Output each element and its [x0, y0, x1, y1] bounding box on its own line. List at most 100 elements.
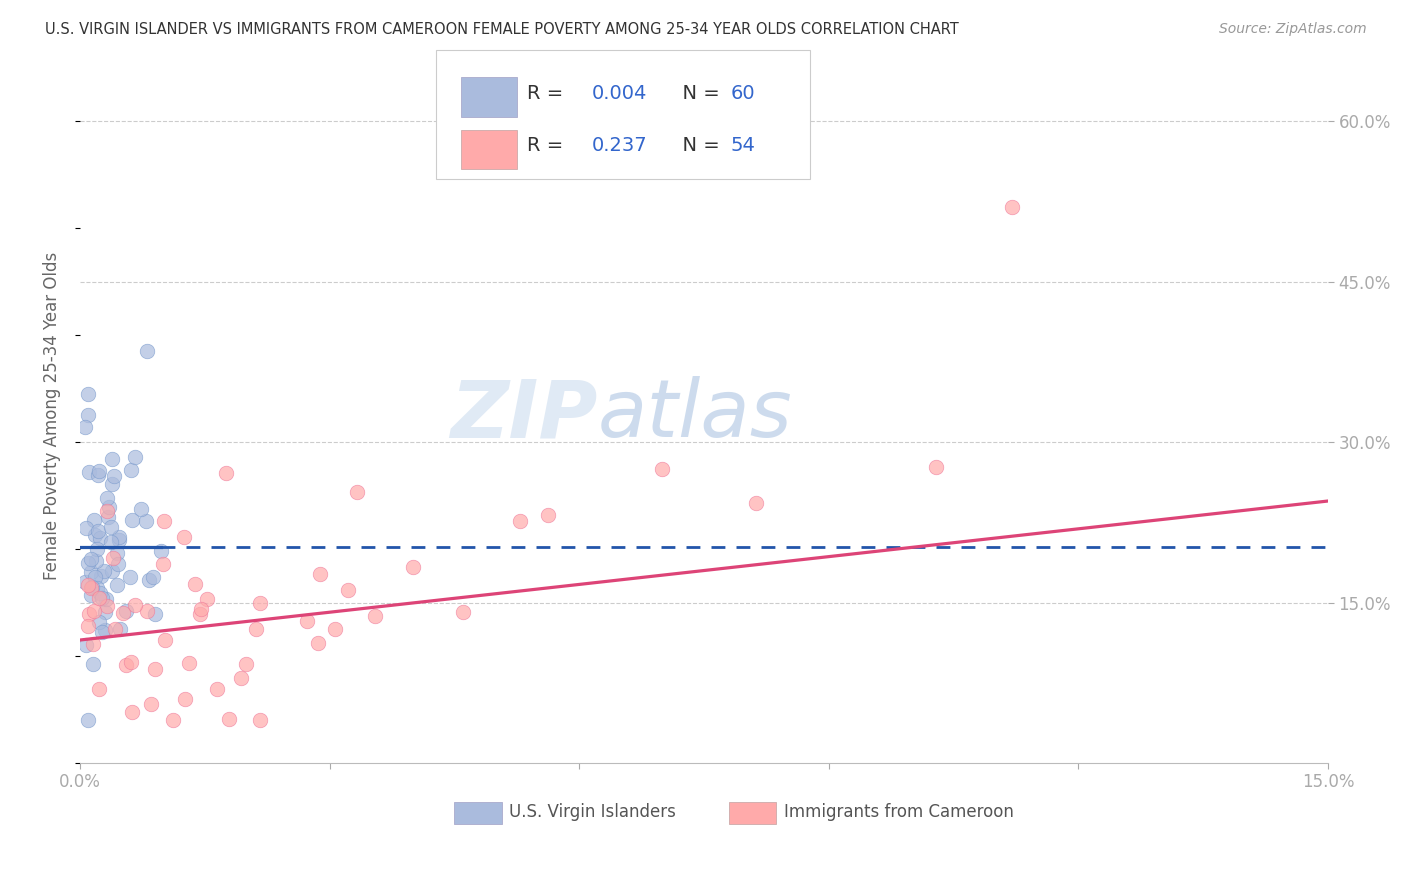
Point [77, 607, 100, 621]
Point [100, 535, 122, 549]
Point [86, 542, 108, 557]
Point [96, 491, 118, 505]
Point [104, 622, 127, 636]
Point [91, 591, 114, 605]
Point [83, 604, 105, 618]
Point [87, 468, 110, 483]
Point [96, 599, 118, 614]
Text: atlas: atlas [598, 376, 793, 454]
Point [295, 615, 318, 629]
Point [82, 637, 104, 651]
Point [77, 409, 100, 423]
Point [124, 450, 146, 464]
Point [80, 588, 103, 602]
Point [152, 557, 174, 571]
Point [87, 591, 110, 606]
Point [174, 692, 197, 706]
Point [121, 513, 143, 527]
Point [162, 713, 184, 727]
FancyBboxPatch shape [436, 51, 810, 179]
Point [195, 591, 218, 606]
Point [135, 604, 157, 618]
FancyBboxPatch shape [728, 802, 776, 824]
Point [107, 533, 129, 548]
Point [120, 570, 142, 584]
Point [101, 476, 124, 491]
Point [83, 570, 105, 584]
FancyBboxPatch shape [461, 78, 517, 117]
Point [402, 560, 425, 574]
Point [86, 581, 108, 595]
Point [90, 569, 112, 583]
Point [75, 520, 97, 534]
Point [94, 605, 117, 619]
Point [77, 387, 100, 401]
Text: ZIP: ZIP [450, 376, 598, 454]
Point [100, 451, 122, 466]
Point [135, 514, 157, 528]
Point [105, 578, 128, 592]
Point [184, 577, 207, 591]
Text: Immigrants from Cameroon: Immigrants from Cameroon [785, 803, 1014, 821]
Point [101, 551, 124, 566]
Point [75, 575, 97, 590]
Point [96, 592, 118, 607]
Text: 54: 54 [730, 136, 755, 154]
Point [190, 602, 212, 616]
Point [124, 598, 146, 612]
Point [346, 485, 368, 500]
Point [188, 607, 211, 622]
Point [80, 580, 103, 594]
Point [108, 622, 131, 636]
Point [214, 467, 236, 481]
Point [84, 553, 107, 567]
Point [308, 567, 330, 582]
Text: N =: N = [671, 136, 727, 154]
Point [149, 543, 172, 558]
Point [207, 682, 229, 697]
Point [103, 469, 125, 483]
Point [82, 657, 104, 672]
Point [131, 501, 153, 516]
Point [90, 625, 112, 640]
Point [121, 705, 143, 719]
Point [97, 500, 120, 515]
Text: U.S. Virgin Islanders: U.S. Virgin Islanders [509, 803, 676, 821]
Point [231, 671, 253, 685]
Point [108, 530, 131, 544]
Point [138, 573, 160, 587]
Point [245, 623, 267, 637]
Point [153, 514, 176, 528]
Point [651, 462, 673, 476]
Point [143, 662, 166, 676]
Point [451, 605, 474, 619]
Point [111, 606, 134, 620]
Text: 0.237: 0.237 [592, 136, 647, 154]
FancyBboxPatch shape [454, 802, 502, 824]
Point [249, 713, 271, 727]
Point [96, 504, 118, 518]
Point [93, 565, 115, 579]
Point [80, 551, 103, 566]
Point [153, 633, 176, 648]
Point [235, 657, 257, 672]
Point [89, 586, 111, 600]
Point [141, 697, 163, 711]
Point [75, 638, 97, 652]
Point [87, 615, 110, 629]
Point [80, 566, 103, 580]
Point [87, 464, 110, 478]
Point [97, 509, 120, 524]
Point [83, 513, 105, 527]
Point [925, 459, 948, 474]
FancyBboxPatch shape [461, 129, 517, 169]
Point [114, 657, 136, 672]
Text: 0.004: 0.004 [592, 84, 647, 103]
Point [73, 420, 96, 434]
Text: R =: R = [527, 84, 569, 103]
Point [89, 531, 111, 545]
Point [107, 558, 129, 572]
Point [77, 713, 100, 727]
Text: Source: ZipAtlas.com: Source: ZipAtlas.com [1219, 22, 1367, 37]
Point [249, 596, 271, 610]
